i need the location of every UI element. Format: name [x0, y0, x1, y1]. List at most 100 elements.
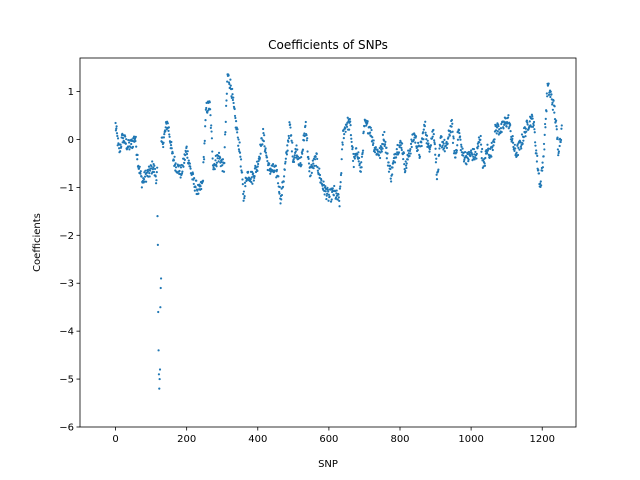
data-point — [397, 151, 401, 154]
data-point — [477, 145, 480, 148]
data-point — [455, 151, 458, 154]
data-point — [158, 387, 161, 390]
data-point — [244, 185, 247, 188]
data-point — [429, 144, 433, 147]
data-point — [506, 116, 510, 119]
data-point — [157, 310, 160, 314]
data-point — [256, 165, 259, 168]
data-point — [294, 147, 297, 151]
data-point — [404, 169, 407, 173]
data-point — [291, 141, 294, 144]
data-point — [314, 164, 318, 167]
data-point — [448, 134, 451, 137]
data-point — [289, 126, 292, 129]
data-point — [451, 141, 455, 144]
data-point — [484, 156, 487, 160]
data-point — [124, 142, 127, 145]
data-point — [228, 82, 231, 86]
data-point — [511, 141, 515, 144]
data-point — [202, 161, 205, 164]
data-point — [163, 133, 166, 136]
data-point — [383, 144, 386, 148]
data-point — [148, 175, 151, 178]
data-point — [231, 87, 234, 91]
data-point — [410, 145, 413, 149]
data-point — [241, 183, 244, 186]
data-point — [360, 161, 363, 164]
data-point — [147, 165, 151, 168]
data-point — [461, 147, 464, 150]
data-point — [215, 161, 218, 164]
data-point — [167, 126, 170, 129]
x-tick-label: 400 — [248, 434, 267, 445]
data-point — [292, 160, 296, 164]
data-point — [438, 153, 441, 156]
data-point — [543, 133, 546, 136]
data-point — [217, 151, 221, 154]
data-point — [223, 146, 226, 149]
data-point — [500, 122, 503, 126]
data-point — [186, 156, 189, 159]
data-point — [287, 140, 290, 143]
data-point — [475, 157, 478, 160]
data-point — [261, 143, 264, 146]
data-point — [422, 131, 425, 134]
data-point — [145, 180, 148, 183]
data-point — [362, 130, 365, 133]
data-point — [516, 153, 520, 157]
data-point — [469, 154, 472, 158]
data-point — [316, 157, 319, 161]
data-point — [242, 190, 246, 193]
data-point — [420, 144, 423, 148]
y-tick-label: −4 — [59, 327, 74, 338]
data-point — [114, 129, 118, 132]
data-point — [225, 99, 228, 102]
data-point — [538, 182, 542, 185]
data-point — [183, 158, 186, 161]
data-point — [500, 130, 503, 134]
data-point — [204, 119, 207, 122]
data-point — [418, 155, 422, 158]
data-point — [414, 141, 417, 144]
data-point — [189, 165, 192, 168]
data-point — [210, 137, 214, 140]
data-point — [324, 185, 327, 188]
data-point — [455, 149, 458, 152]
y-tick-label: −3 — [59, 279, 74, 290]
data-point — [193, 189, 196, 192]
data-point — [168, 135, 171, 138]
data-point — [437, 168, 440, 171]
data-point — [251, 182, 254, 185]
data-point — [406, 153, 409, 157]
x-tick-label: 1000 — [458, 434, 483, 445]
data-point — [351, 146, 354, 149]
data-point — [405, 162, 408, 165]
data-point — [462, 154, 465, 157]
data-point — [162, 136, 166, 139]
data-point — [457, 128, 461, 132]
data-point — [450, 125, 453, 128]
data-point — [231, 93, 234, 96]
data-point — [344, 127, 347, 130]
data-point — [557, 150, 561, 153]
data-point — [491, 148, 494, 152]
data-point — [535, 149, 538, 152]
data-point — [187, 159, 190, 162]
data-point — [430, 137, 434, 140]
data-point — [188, 162, 191, 165]
data-point — [351, 148, 354, 151]
data-point — [431, 135, 434, 138]
data-point — [300, 163, 303, 166]
data-point — [156, 243, 159, 246]
data-point — [449, 131, 452, 134]
data-point — [440, 146, 444, 149]
data-point — [304, 120, 307, 124]
data-point — [530, 125, 533, 128]
data-point — [420, 141, 423, 144]
y-tick-label: −1 — [59, 183, 74, 194]
data-point — [366, 120, 369, 123]
data-point — [422, 138, 425, 141]
data-point — [338, 199, 341, 202]
data-point — [328, 195, 331, 198]
data-point — [239, 155, 242, 158]
